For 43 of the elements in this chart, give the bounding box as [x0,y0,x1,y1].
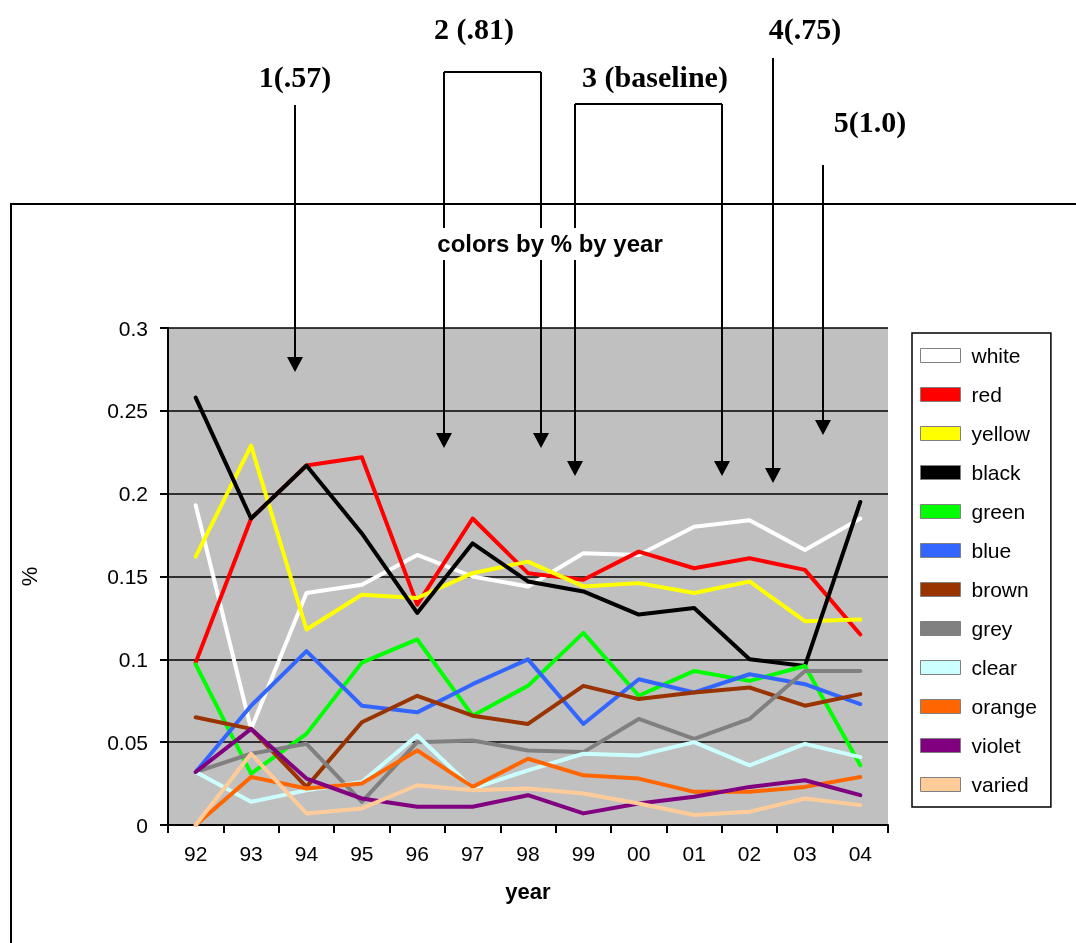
text: 5(1.0) [833,105,907,139]
x-tick-label: 03 [793,842,817,865]
legend-label: varied [971,773,1029,796]
legend-label: grey [971,617,1013,640]
legend-label: brown [971,578,1029,601]
x-tick-label: 01 [682,842,706,865]
y-tick-label: 0.15 [107,565,148,588]
legend-label: green [971,500,1026,523]
y-tick-label: 0.25 [107,399,148,423]
line-series [193,726,863,816]
chart-title: colors by % by year [431,228,669,260]
legend-label: orange [971,695,1037,718]
legend-label: red [971,383,1002,406]
x-tick-label: 92 [184,842,208,865]
legend-label: blue [971,539,1012,562]
line-series [193,683,863,789]
x-tick-label: 02 [737,842,762,865]
legend-label: yellow [971,422,1031,445]
text: 2 (.81) [434,12,514,46]
y-tick-label: 0.2 [118,482,148,506]
text: 4(.75) [768,12,842,46]
y-tick-label: 0.1 [118,647,148,671]
x-tick-label: 04 [848,842,873,865]
legend-label: clear [971,656,1018,679]
legend-label: white [970,344,1021,367]
legend-label: violet [971,734,1021,757]
x-tick-label: 94 [294,842,319,865]
y-axis-title: % [16,566,42,587]
y-tick-label: 0.3 [118,316,148,340]
x-tick-label: 99 [571,842,596,865]
text: 3 (baseline) [582,60,728,94]
x-tick-label: 93 [239,842,263,865]
x-tick-label: 00 [627,842,651,865]
x-tick-label: 98 [516,842,540,865]
legend-label: black [971,461,1022,484]
line-series [193,443,863,632]
y-tick-label: 0 [136,813,148,837]
x-tick-label: 97 [460,842,485,865]
x-tick-label: 95 [350,842,374,865]
x-tick-label: 96 [405,842,429,865]
text: 1(.57) [258,60,332,94]
x-axis-title: year [505,878,552,904]
y-tick-label: 0.05 [107,730,148,754]
